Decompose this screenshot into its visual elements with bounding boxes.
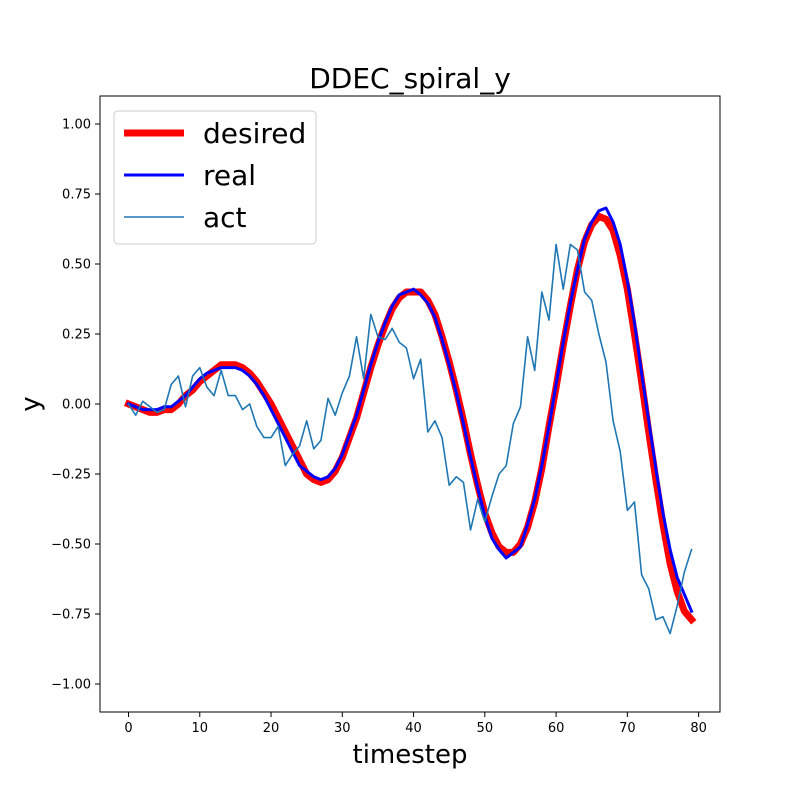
y-axis: −1.00 −0.75 −0.50 −0.25 0.00 0.25 0.50 0.75 1.00 bbox=[51, 118, 100, 693]
legend: desired real act bbox=[113, 110, 317, 245]
y-axis-label: y bbox=[16, 396, 46, 411]
legend-label-desired: desired bbox=[203, 117, 306, 150]
x-tick-label: 10 bbox=[191, 721, 208, 736]
legend-box bbox=[113, 110, 317, 245]
x-tick-label: 0 bbox=[124, 721, 132, 736]
legend-label-act: act bbox=[203, 201, 247, 234]
x-axis-label: timestep bbox=[353, 740, 468, 770]
series-layer bbox=[123, 206, 697, 635]
x-tick-label: 20 bbox=[263, 721, 280, 736]
y-tick-label: 0.75 bbox=[62, 188, 91, 203]
y-tick-label: 0.00 bbox=[62, 398, 91, 413]
y-tick-label: −0.25 bbox=[51, 468, 91, 483]
legend-label-real: real bbox=[203, 159, 256, 192]
series-line-real bbox=[126, 206, 694, 614]
x-tick-label: 40 bbox=[405, 721, 422, 736]
y-tick-label: 0.25 bbox=[62, 328, 91, 343]
y-tick-label: 0.50 bbox=[62, 258, 91, 273]
x-tick-label: 80 bbox=[690, 721, 707, 736]
x-tick-label: 30 bbox=[334, 721, 351, 736]
y-tick-label: 1.00 bbox=[62, 118, 91, 133]
y-tick-label: −0.50 bbox=[51, 538, 91, 553]
x-tick-label: 50 bbox=[477, 721, 494, 736]
chart-title: DDEC_spiral_y bbox=[309, 62, 511, 95]
series-line-act bbox=[127, 243, 693, 635]
series-line-desired bbox=[123, 212, 697, 625]
x-tick-label: 60 bbox=[548, 721, 565, 736]
x-tick-label: 70 bbox=[619, 721, 636, 736]
y-tick-label: −1.00 bbox=[51, 678, 91, 693]
y-tick-label: −0.75 bbox=[51, 608, 91, 623]
x-axis: 0 10 20 30 40 50 60 70 80 bbox=[124, 712, 707, 736]
